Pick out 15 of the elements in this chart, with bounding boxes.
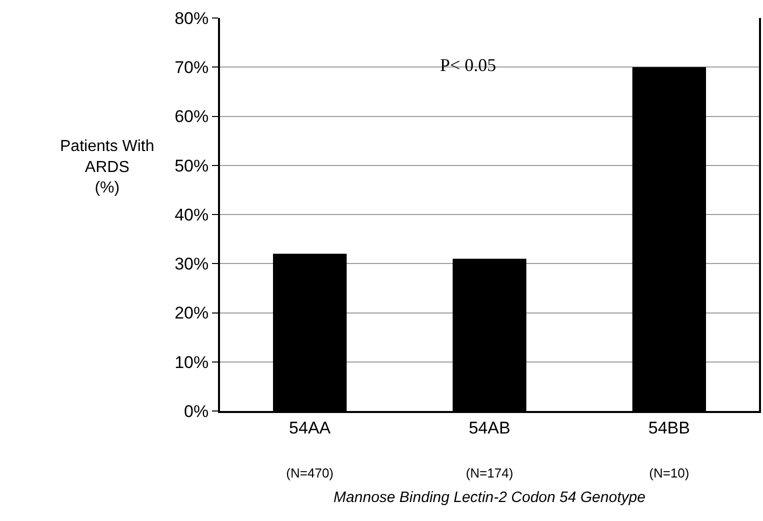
y-tick-label: 10% (174, 352, 209, 372)
x-axis-title: Mannose Binding Lectin-2 Codon 54 Genotype (334, 489, 646, 506)
y-tick-label: 70% (174, 58, 209, 78)
category-label: 54AA (N=470) (286, 418, 334, 481)
y-axis-title: Patients With ARDS (%) (60, 138, 154, 197)
y-tick-label: 0% (184, 402, 209, 421)
y-tick-label: 50% (174, 156, 209, 176)
y-tick-label: 20% (174, 304, 209, 323)
y-tick-label: 40% (174, 205, 209, 224)
y-tick-label: 80% (174, 8, 209, 28)
y-tick-label: 30% (174, 254, 209, 274)
category-label: 54BB (N=10) (648, 418, 690, 481)
category-label: 54AB (N=174) (466, 418, 514, 481)
y-tick-label: 60% (174, 107, 209, 126)
annotation: P< 0.05 (440, 55, 496, 75)
